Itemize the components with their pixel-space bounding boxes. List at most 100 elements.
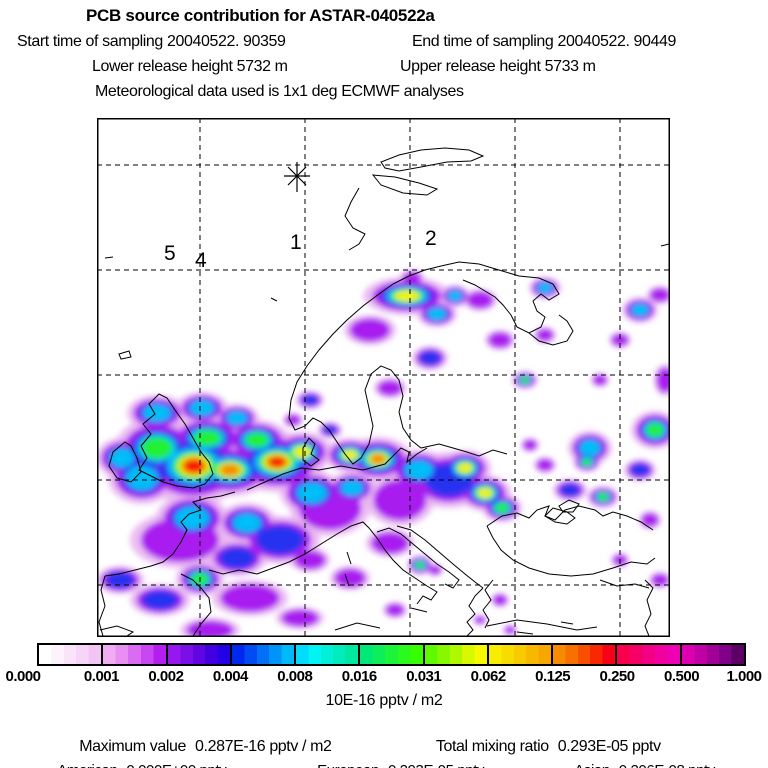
concentration-blob (174, 506, 210, 530)
concentration-blob (592, 374, 608, 386)
concentration-blob (404, 460, 434, 480)
concentration-blob (477, 487, 493, 499)
graticule (97, 118, 670, 637)
concentration-blob (457, 462, 473, 474)
concentration-blob (656, 367, 669, 393)
concentration-blob (370, 454, 386, 464)
concentration-blob (371, 532, 409, 554)
concentration-blob (649, 287, 669, 303)
concentration-blob (427, 307, 447, 321)
coastlines (98, 147, 670, 637)
map-cluster-label: 5 (164, 242, 176, 265)
concentration-blob (340, 480, 364, 496)
concentration-blob (245, 432, 269, 448)
concentration-blob (466, 291, 494, 309)
colorbar-segment (553, 645, 618, 664)
concentration-blob (268, 456, 286, 468)
concentration-blob (334, 568, 366, 588)
american-label: American (57, 762, 118, 768)
colorbar (37, 643, 746, 666)
colorbar-segment (231, 645, 297, 664)
concentration-blob (141, 590, 179, 610)
colorbar-tick-label: 0.500 (664, 668, 700, 685)
concentration-blob (581, 458, 593, 466)
concentration-blob (447, 290, 463, 302)
lower-release-text: Lower release height 5732 m (92, 58, 288, 75)
concentration-blob (646, 422, 664, 438)
concentration-blob (220, 464, 240, 476)
total-mixing-ratio-value: 0.293E-05 pptv (557, 738, 661, 755)
concentration-blob (641, 512, 659, 528)
map-frame (97, 118, 670, 637)
colorbar-tick-label: 0.250 (599, 668, 636, 685)
colorbar-tick-label: 1.000 (726, 668, 762, 685)
colorbar-tick-label: 0.008 (277, 668, 313, 685)
concentration-blob (536, 458, 554, 472)
concentration-blob (402, 271, 422, 285)
maximum-value: 0.287E-16 pptv / m2 (195, 738, 332, 755)
map-cluster-label: 4 (195, 249, 207, 272)
colorbar-segment (424, 645, 489, 664)
colorbar-tick-label: 0.031 (406, 668, 442, 685)
plot-title: PCB source contribution for ASTAR-040522… (86, 6, 435, 25)
concentration-blob (141, 436, 173, 460)
concentration-blob (419, 350, 441, 366)
concentration-blob (125, 465, 159, 491)
colorbar-tick-label: 0.062 (470, 668, 507, 685)
concentration-blob (255, 525, 305, 555)
start-time-text: Start time of sampling 20040522. 90359 (17, 33, 286, 50)
colorbar-segment (39, 645, 104, 664)
concentration-blob (504, 626, 516, 634)
concentration-blob (281, 609, 319, 627)
asian-label: Asian (574, 762, 610, 768)
colorbar-segment (681, 645, 744, 664)
concentration-blob (385, 603, 405, 617)
concentration-blob (377, 380, 403, 396)
concentration-blob (189, 400, 215, 416)
concentration-blob (142, 404, 172, 422)
upper-release-text: Upper release height 5733 m (400, 58, 596, 75)
concentration-blob (220, 583, 280, 613)
colorbar-segment (617, 645, 682, 664)
colorbar-segment (103, 645, 168, 664)
concentration-blob (630, 463, 650, 477)
colorbar-tick-label: 0.016 (341, 668, 378, 685)
concentration-blob (186, 620, 234, 636)
concentration-blob (474, 616, 486, 624)
colorbar-tick-label: 0.125 (535, 668, 571, 685)
concentration-blob (536, 328, 554, 342)
concentration-blob (494, 502, 510, 514)
maximum-value-stat: Maximum value 0.287E-16 pptv / m2 (63, 720, 332, 768)
colorbar-segment (360, 645, 425, 664)
concentration-blob (285, 414, 301, 426)
colorbar-tick-label: 0.002 (148, 668, 184, 685)
american-value: 0.000E+00 pptv (126, 762, 226, 768)
american-contribution-stat: American 0.000E+00 pptv (43, 745, 226, 768)
concentration-blob (520, 376, 530, 384)
map-cluster-label: 2 (425, 227, 437, 250)
concentration-blob (296, 482, 328, 504)
concentration-blob (537, 282, 553, 294)
concentration-blob (597, 492, 609, 502)
european-value: 0.293E-05 pptv (388, 762, 485, 768)
asian-value: 0.206E-08 pptv (619, 762, 716, 768)
colorbar-unit-label: 10E-16 pptv / m2 (325, 692, 443, 709)
map-cluster-label: 1 (290, 231, 302, 254)
colorbar-segment (167, 645, 232, 664)
total-mixing-ratio-stat: Total mixing ratio 0.293E-05 pptv (420, 720, 661, 768)
concentration-blob (373, 479, 427, 521)
colorbar-segment (488, 645, 554, 664)
concentration-blob (192, 429, 222, 447)
concentration-blob (294, 550, 326, 570)
met-data-text: Meteorological data used is 1x1 deg ECMW… (95, 83, 464, 100)
colorbar-tick-label: 0.000 (5, 668, 41, 685)
release-point-marker-icon (284, 162, 310, 192)
concentration-map: 5 4 1 2 (97, 118, 670, 637)
concentration-blob (651, 573, 669, 587)
concentration-blob (492, 594, 508, 606)
end-time-text: End time of sampling 20040522. 90449 (412, 33, 677, 50)
concentration-blob (218, 547, 256, 569)
maximum-value-label: Maximum value (79, 738, 187, 755)
concentration-blob (428, 565, 442, 575)
